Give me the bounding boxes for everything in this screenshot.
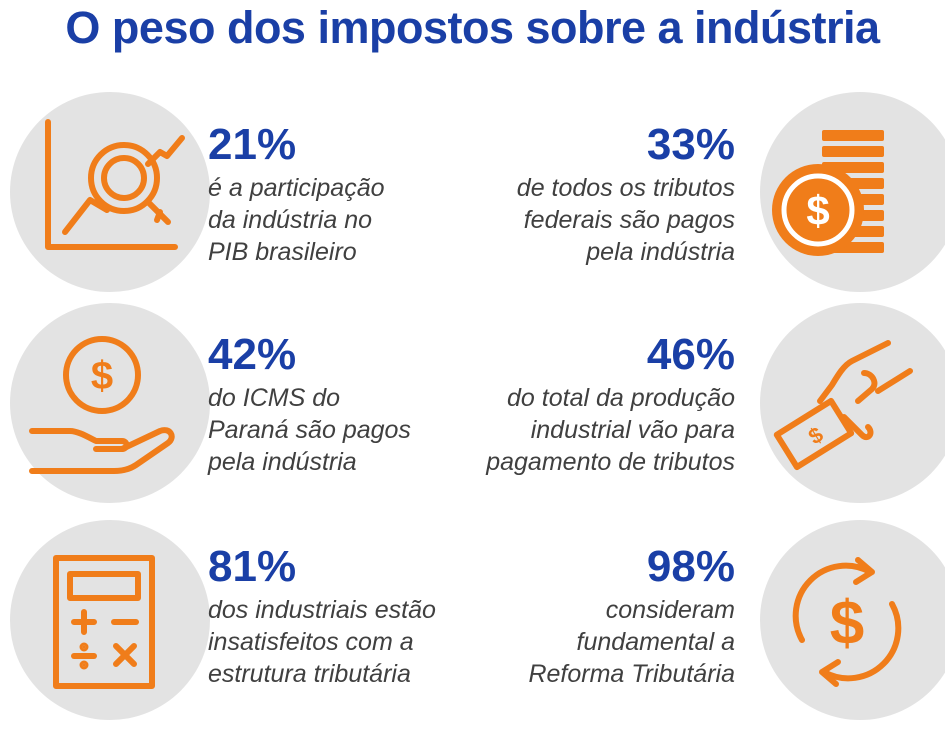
- icon-circle-98: $: [760, 520, 945, 720]
- stat-description: do ICMS do Paraná são pagos pela indústr…: [208, 384, 411, 476]
- stat-description: é a participação da indústria no PIB bra…: [208, 174, 385, 266]
- icon-circle-46: $: [760, 303, 945, 503]
- svg-text:$: $: [830, 589, 864, 658]
- svg-text:$: $: [91, 354, 113, 398]
- stat-description: do total da produção industrial vão para…: [486, 384, 735, 476]
- stat-percent: 98%: [646, 542, 735, 591]
- calculator-icon: [53, 555, 155, 689]
- chart-magnifier-icon: [45, 119, 185, 250]
- stat-description: dos industriais estão insatisfeitos com …: [208, 596, 436, 688]
- svg-text:$: $: [804, 422, 828, 450]
- stat-percent: 42%: [208, 330, 297, 379]
- stat-percent: 46%: [646, 330, 735, 379]
- page-title: O peso dos impostos sobre a indústria: [65, 2, 880, 53]
- stat-percent: 21%: [208, 120, 297, 169]
- icon-circle-21: [10, 92, 210, 292]
- coin-stack-icon: $: [772, 130, 884, 256]
- icon-circle-42: $: [10, 303, 210, 503]
- icon-circle-81: [10, 520, 210, 720]
- stat-21: 21% é a participação da indústria no PIB…: [208, 122, 478, 268]
- icon-circle-33: $: [760, 92, 945, 292]
- stat-description: de todos os tributos federais são pagos …: [516, 174, 735, 266]
- stat-33: 33% de todos os tributos federais são pa…: [465, 122, 735, 268]
- svg-text:$: $: [806, 187, 829, 234]
- stat-percent: 81%: [208, 542, 297, 591]
- hand-money-icon: $: [773, 340, 913, 471]
- stat-42: 42% do ICMS do Paraná são pagos pela ind…: [208, 332, 478, 478]
- dollar-cycle-icon: $: [792, 557, 902, 687]
- stat-46: 46% do total da produção industrial vão …: [465, 332, 735, 478]
- stat-percent: 33%: [646, 120, 735, 169]
- hand-coin-icon: $: [29, 336, 175, 474]
- stat-81: 81% dos industriais estão insatisfeitos …: [208, 544, 478, 690]
- stat-98: 98% consideram fundamental a Reforma Tri…: [465, 544, 735, 690]
- stat-description: consideram fundamental a Reforma Tributá…: [528, 596, 735, 688]
